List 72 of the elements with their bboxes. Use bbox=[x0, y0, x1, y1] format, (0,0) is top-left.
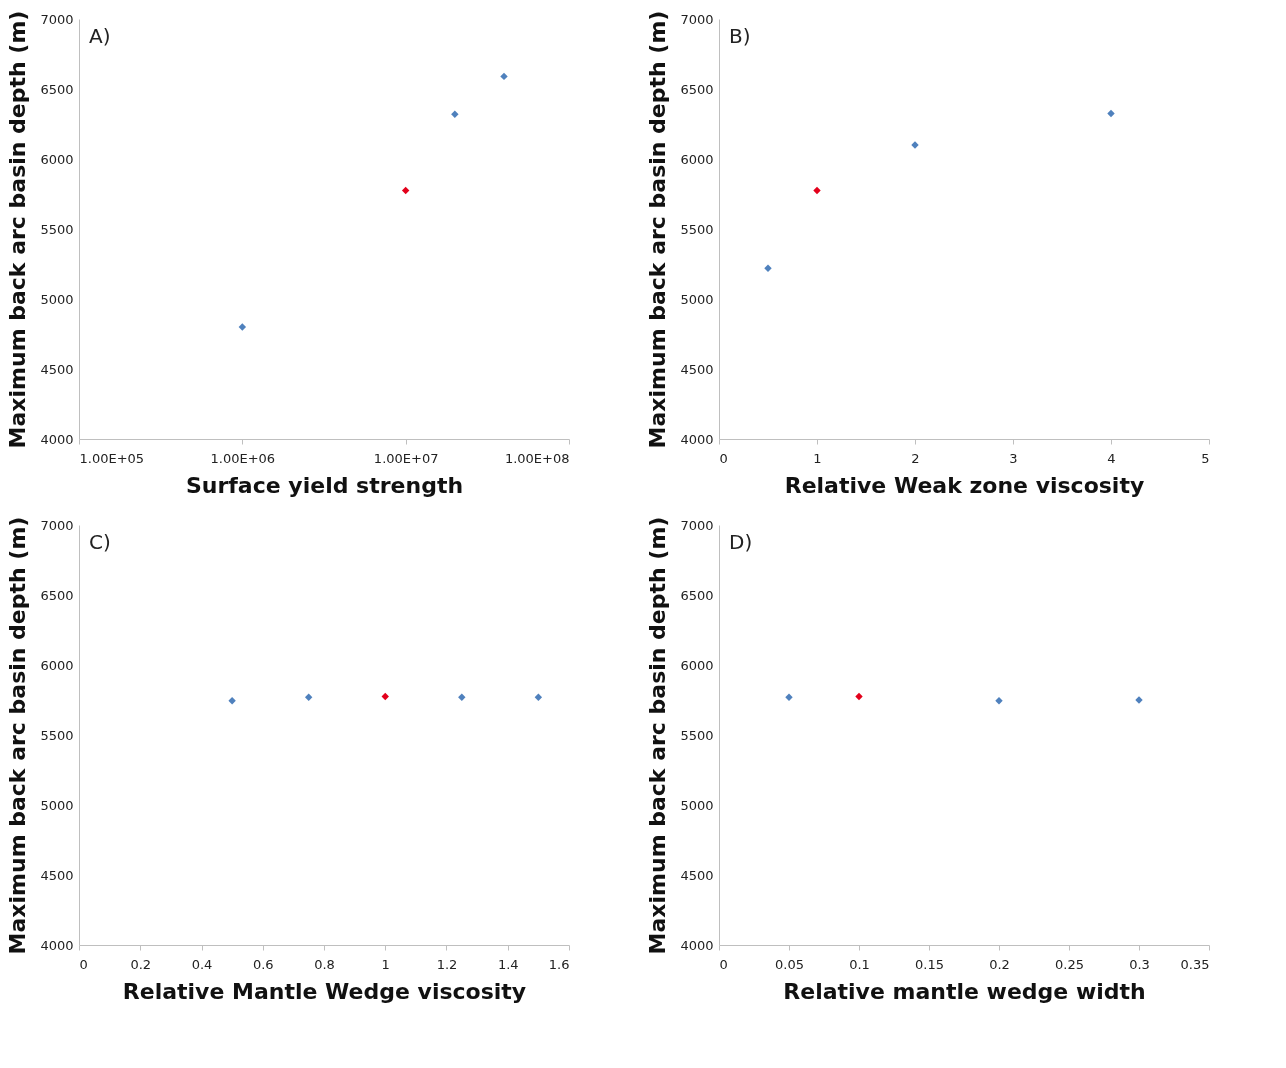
y-axis-title: Maximum back arc basin depth (m) bbox=[645, 516, 671, 955]
x-tick-label: 1.2 bbox=[436, 956, 458, 972]
y-tick-label: 7000 bbox=[680, 517, 714, 533]
y-tick-label: 4000 bbox=[680, 431, 714, 447]
y-tick-label: 6500 bbox=[40, 587, 74, 603]
x-tick-label: 0.2 bbox=[989, 956, 1010, 972]
y-tick-label: 6500 bbox=[680, 587, 714, 603]
point bbox=[401, 186, 410, 195]
x-tick-label: 0.15 bbox=[915, 956, 944, 972]
x-tick-label: 0 bbox=[719, 450, 728, 466]
x-tick-label: 0 bbox=[719, 956, 728, 972]
y-tick-label: 4500 bbox=[40, 867, 74, 883]
y-tick-label: 6000 bbox=[680, 151, 714, 167]
y-tick-label: 5000 bbox=[40, 291, 74, 307]
y-tick-label: 4500 bbox=[40, 361, 74, 377]
x-tick-label: 1.00E+07 bbox=[373, 450, 439, 466]
x-tick-label: 1 bbox=[381, 956, 390, 972]
y-tick-label: 7000 bbox=[680, 11, 714, 27]
y-tick-label: 6500 bbox=[680, 81, 714, 97]
x-tick-label: 0.3 bbox=[1129, 956, 1150, 972]
y-axis-title: Maximum back arc basin depth (m) bbox=[5, 516, 31, 955]
y-tick-label: 4500 bbox=[680, 361, 714, 377]
x-axis-title: Relative Weak zone viscosity bbox=[784, 472, 1145, 498]
x-tick-label: 0.8 bbox=[314, 956, 335, 972]
x-tick-label: 0.05 bbox=[775, 956, 804, 972]
y-tick-label: 5000 bbox=[680, 797, 714, 813]
point bbox=[813, 186, 821, 195]
x-tick-label: 0.35 bbox=[1180, 956, 1210, 972]
x-tick-label: 1.6 bbox=[548, 956, 570, 972]
x-tick-label: 2 bbox=[911, 450, 920, 466]
y-axis-title: Maximum back arc basin depth (m) bbox=[5, 10, 31, 449]
x-tick-label: 1.4 bbox=[497, 956, 519, 972]
y-tick-label: 5000 bbox=[40, 797, 74, 813]
x-tick-label: 0.4 bbox=[191, 956, 213, 972]
x-tick-label: 3 bbox=[1009, 450, 1018, 466]
x-tick-label: 1 bbox=[813, 450, 822, 466]
point bbox=[451, 110, 459, 118]
y-tick-label: 7000 bbox=[40, 517, 74, 533]
y-axis-title: Maximum back arc basin depth (m) bbox=[645, 10, 671, 449]
y-tick-label: 4000 bbox=[40, 431, 74, 447]
y-tick-label: 4000 bbox=[680, 937, 714, 953]
x-tick-label: 0.2 bbox=[130, 956, 152, 972]
x-tick-label: 0 bbox=[79, 956, 88, 972]
y-tick-label: 6000 bbox=[40, 657, 74, 673]
y-tick-label: 4500 bbox=[680, 867, 714, 883]
x-tick-label: 0.6 bbox=[252, 956, 274, 972]
x-tick-label: 0.25 bbox=[1055, 956, 1084, 972]
x-axis-title: Relative Mantle Wedge viscosity bbox=[122, 978, 527, 1004]
x-tick-label: 5 bbox=[1201, 450, 1210, 466]
x-tick-label: 1.00E+08 bbox=[504, 450, 570, 466]
y-tick-label: 6000 bbox=[40, 151, 74, 167]
x-tick-label: 1.00E+05 bbox=[79, 450, 145, 466]
x-tick-label: 0.1 bbox=[849, 956, 870, 972]
y-tick-label: 5500 bbox=[680, 221, 714, 237]
annotation: C) bbox=[89, 530, 111, 554]
y-tick-label: 5500 bbox=[40, 221, 74, 237]
y-tick-label: 5000 bbox=[680, 291, 714, 307]
y-tick-label: 6000 bbox=[680, 657, 714, 673]
annotation: D) bbox=[729, 530, 753, 554]
x-axis-title: Surface yield strength bbox=[185, 472, 464, 498]
annotation: B) bbox=[729, 24, 751, 48]
annotation: A) bbox=[89, 24, 111, 48]
x-axis-title: Relative mantle wedge width bbox=[783, 978, 1146, 1004]
y-tick-label: 7000 bbox=[40, 11, 74, 27]
y-tick-label: 4000 bbox=[40, 937, 74, 953]
y-tick-label: 5500 bbox=[680, 727, 714, 743]
point bbox=[1107, 109, 1115, 118]
x-tick-label: 4 bbox=[1107, 450, 1116, 466]
point bbox=[500, 72, 508, 81]
x-tick-label: 1.00E+06 bbox=[210, 450, 276, 466]
y-tick-label: 5500 bbox=[40, 727, 74, 743]
y-tick-label: 6500 bbox=[40, 81, 74, 97]
